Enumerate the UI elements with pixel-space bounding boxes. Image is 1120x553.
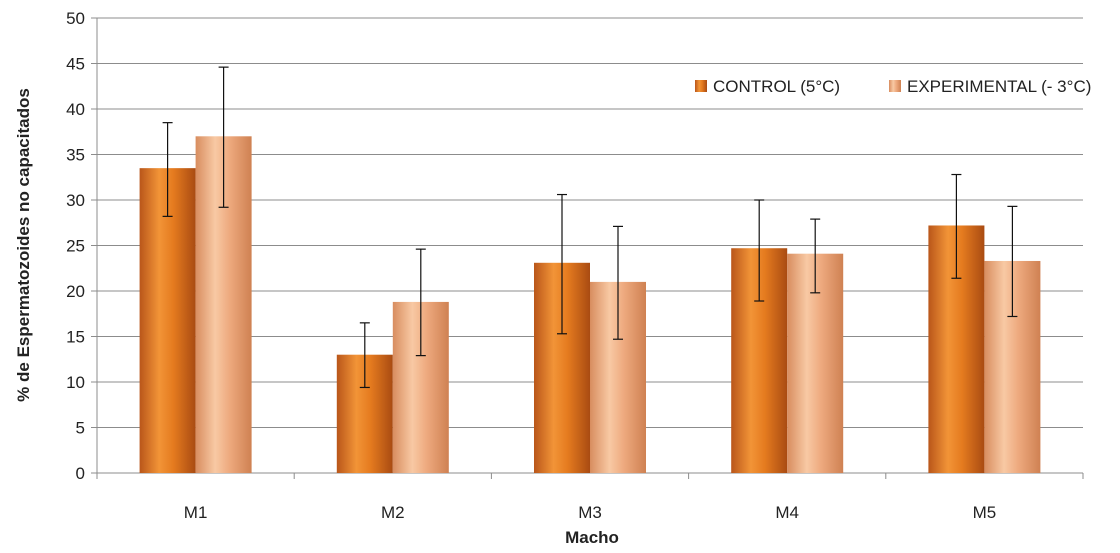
x-tick-label: M5 (973, 503, 997, 522)
legend-label: CONTROL (5°C) (713, 77, 840, 96)
y-tick-label: 5 (76, 419, 85, 438)
y-tick-label: 20 (66, 282, 85, 301)
x-tick-label: M2 (381, 503, 405, 522)
tick-labels: 0 5 10 15 20 25 30 35 40 45 50 M1 M2 M3 M4 M5 (66, 9, 996, 522)
x-tick-label: M4 (775, 503, 799, 522)
y-tick-label: 40 (66, 100, 85, 119)
error-bars (162, 66, 1018, 389)
y-tick-label: 35 (66, 146, 85, 165)
y-tick-label: 15 (66, 328, 85, 347)
y-tick-label: 45 (66, 55, 85, 74)
y-tick-label: 50 (66, 9, 85, 28)
y-tick-label: 25 (66, 237, 85, 256)
y-tick-label: 10 (66, 373, 85, 392)
legend-label: EXPERIMENTAL (- 3°C) (907, 77, 1091, 96)
x-tick-label: M1 (184, 503, 208, 522)
y-tick-label: 0 (76, 464, 85, 483)
bar-control (139, 168, 196, 473)
y-axis-title: % de Espermatozoides no capacitados (14, 88, 33, 402)
legend-swatch (695, 80, 707, 92)
x-axis-title: Macho (565, 528, 619, 547)
gridlines (97, 17, 1083, 428)
y-tick-label: 30 (66, 191, 85, 210)
legend-swatch (889, 80, 901, 92)
legend: CONTROL (5°C) EXPERIMENTAL (- 3°C) (695, 77, 1091, 96)
x-tick-label: M3 (578, 503, 602, 522)
bars (139, 136, 1041, 474)
